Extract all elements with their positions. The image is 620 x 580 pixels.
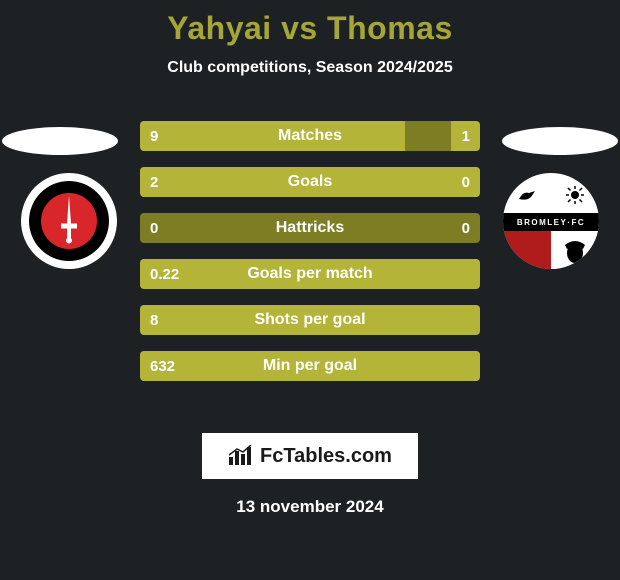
team-right-badge: BROMLEY·FC [503, 173, 599, 269]
acorn-icon [551, 231, 599, 269]
ellipse-right [502, 127, 618, 155]
subtitle: Club competitions, Season 2024/2025 [0, 59, 620, 77]
bar-label: Hattricks [140, 213, 480, 243]
bar-label: Goals per match [140, 259, 480, 289]
stat-bar: 632Min per goal [140, 351, 480, 381]
stat-bars: 91Matches 20Goals 00Hattricks 0.22Goals per… [140, 121, 480, 397]
stat-bar: 00Hattricks [140, 213, 480, 243]
bromley-bottom-left [503, 231, 551, 269]
bromley-bottom [503, 231, 599, 269]
charlton-badge-inner [29, 181, 109, 261]
bar-label: Shots per goal [140, 305, 480, 335]
sun-icon [565, 185, 585, 205]
bromley-band: BROMLEY·FC [503, 213, 599, 231]
chart-bars-icon [228, 445, 254, 467]
bromley-badge-outer: BROMLEY·FC [503, 173, 599, 269]
page-title: Yahyai vs Thomas [0, 0, 620, 47]
charlton-badge-outer [21, 173, 117, 269]
stat-bar: 91Matches [140, 121, 480, 151]
raven-icon [517, 185, 537, 205]
date-label: 13 november 2024 [0, 497, 620, 517]
comparison-panel: BROMLEY·FC 91Matches 20Goals 00Hattricks 0.… [0, 107, 620, 427]
team-left-badge [21, 173, 117, 269]
stat-bar: 20Goals [140, 167, 480, 197]
bar-label: Min per goal [140, 351, 480, 381]
fctables-label: FcTables.com [260, 445, 392, 468]
bar-label: Goals [140, 167, 480, 197]
ellipse-left [2, 127, 118, 155]
fctables-watermark: FcTables.com [202, 433, 418, 479]
sword-icon [57, 194, 81, 244]
bromley-bottom-right [551, 231, 599, 269]
bar-label: Matches [140, 121, 480, 151]
stat-bar: 8Shots per goal [140, 305, 480, 335]
stat-bar: 0.22Goals per match [140, 259, 480, 289]
bromley-top-symbols [517, 185, 585, 209]
